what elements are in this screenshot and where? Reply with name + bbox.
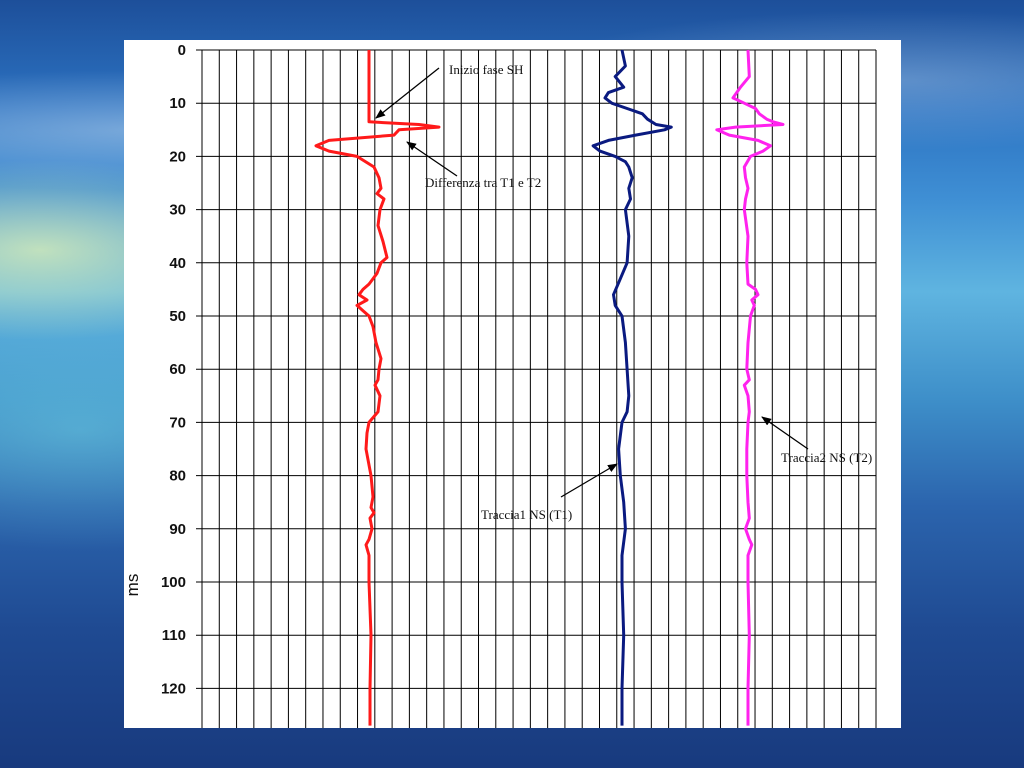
seismic-trace-chart: 0 10 20 30 40 50 60 70 80 90 100 110 120 ms Inizio f… — [124, 42, 877, 728]
annotation-label: Differenza tra T1 e T2 — [425, 175, 541, 190]
annotation-arrow — [406, 141, 458, 177]
y-tick-label: 20 — [169, 148, 186, 165]
annotation-arrow — [761, 416, 809, 450]
chart-grid — [196, 49, 877, 728]
y-axis-title: ms — [124, 574, 142, 597]
y-tick-label: 60 — [169, 361, 186, 378]
annotation-label: Traccia2 NS (T2) — [781, 450, 872, 465]
y-tick-label: 110 — [162, 627, 186, 644]
y-tick-label: 120 — [161, 680, 186, 697]
annotations: Inizio fase SH Differenza tra T1 e T2 Trac… — [375, 62, 872, 522]
y-axis: 0 10 20 30 40 50 60 70 80 90 100 110 120 — [161, 42, 186, 697]
y-tick-label: 40 — [169, 255, 186, 272]
annotation-arrow — [560, 463, 618, 498]
annotation-label: Inizio fase SH — [449, 62, 523, 77]
y-tick-label: 90 — [169, 521, 186, 538]
trace-line-3 — [715, 49, 785, 726]
annotation-arrow — [375, 67, 440, 119]
chart-panel: 0 10 20 30 40 50 60 70 80 90 100 110 120 ms Inizio f… — [124, 40, 901, 728]
y-tick-label: 100 — [161, 574, 186, 591]
y-tick-label: 70 — [169, 414, 186, 431]
trace-line-1 — [314, 50, 441, 726]
y-tick-label: 10 — [169, 95, 186, 112]
y-tick-label: 50 — [169, 308, 186, 325]
traces — [314, 49, 785, 726]
y-tick-label: 80 — [169, 468, 186, 485]
y-tick-label: 30 — [169, 202, 186, 219]
y-tick-label: 0 — [178, 42, 186, 59]
annotation-label: Traccia1 NS (T1) — [481, 507, 572, 522]
trace-line-2 — [591, 49, 673, 726]
